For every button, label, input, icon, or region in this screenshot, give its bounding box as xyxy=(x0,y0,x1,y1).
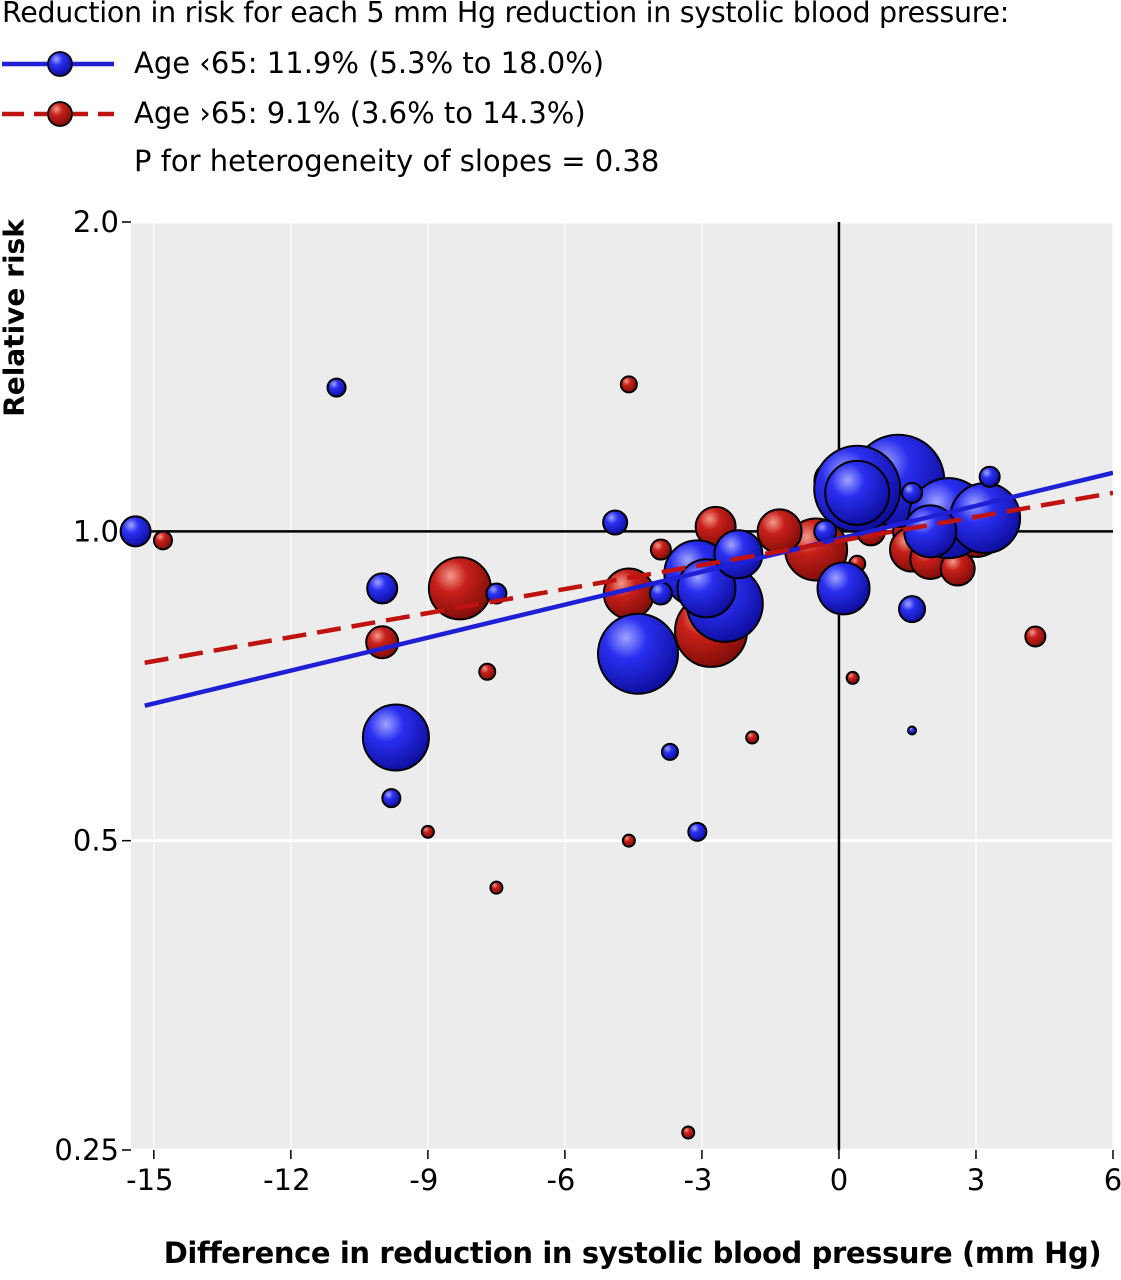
over65-point xyxy=(745,730,760,745)
over65-point xyxy=(621,833,636,848)
over65-point xyxy=(152,530,173,551)
legend-swatch-over65 xyxy=(2,101,114,127)
legend-label-under65: Age ‹65: 11.9% (5.3% to 18.0%) xyxy=(134,46,605,80)
under65-point xyxy=(713,529,764,580)
y-tick-label: 2.0 xyxy=(73,205,119,239)
over65-point xyxy=(681,1125,696,1140)
x-tick-label: -3 xyxy=(683,1163,712,1197)
y-tick-label: 0.25 xyxy=(54,1133,119,1167)
legend-title: Reduction in risk for each 5 mm Hg reduc… xyxy=(2,0,1010,29)
legend-label-over65: Age ›65: 9.1% (3.6% to 14.3%) xyxy=(134,96,586,130)
under65-point xyxy=(687,821,708,842)
under65-point xyxy=(119,515,152,548)
under65-fit-line xyxy=(144,470,1113,708)
under65-point xyxy=(648,581,673,606)
under65-point xyxy=(596,612,679,695)
x-tick-label: -12 xyxy=(263,1163,310,1197)
x-axis-label: Difference in reduction in systolic bloo… xyxy=(0,1236,1121,1270)
x-tick-label: -9 xyxy=(409,1163,438,1197)
legend: Reduction in risk for each 5 mm Hg reduc… xyxy=(0,0,1121,200)
over65-point xyxy=(845,670,860,685)
y-tick-label: 0.5 xyxy=(73,824,119,858)
y-axis-label: Relative risk xyxy=(0,219,31,417)
under65-point xyxy=(361,703,430,772)
x-axis-label-text: Difference in reduction in systolic bloo… xyxy=(163,1236,1102,1270)
over65-point xyxy=(420,824,435,839)
under65-point xyxy=(901,481,924,504)
x-tick-label: 6 xyxy=(1104,1163,1121,1197)
grid-lines xyxy=(131,220,1114,1152)
under65-point xyxy=(366,572,399,605)
legend-swatch-under65 xyxy=(2,51,114,77)
x-tick-label: -15 xyxy=(126,1163,173,1197)
under65-point xyxy=(978,465,1001,488)
under65-point xyxy=(602,509,629,536)
over65-point xyxy=(649,538,672,561)
x-tick-label: 0 xyxy=(830,1163,848,1197)
heterogeneity-note: P for heterogeneity of slopes = 0.38 xyxy=(134,144,660,178)
over65-point xyxy=(478,662,497,681)
over65-point xyxy=(619,375,638,394)
under65-point xyxy=(824,459,891,526)
over65-point xyxy=(756,508,803,555)
under65-point xyxy=(381,788,402,809)
under65-point xyxy=(326,377,347,398)
legend-item-over65: Age ›65: 9.1% (3.6% to 14.3%) xyxy=(0,92,900,136)
legend-item-under65: Age ‹65: 11.9% (5.3% to 18.0%) xyxy=(0,42,900,86)
x-tick-label: -6 xyxy=(546,1163,575,1197)
data-points xyxy=(119,375,1047,1140)
fit-lines xyxy=(144,470,1113,708)
over65-point xyxy=(1024,625,1047,648)
axis-ticks: -15 -12 -9 -6 -3 0 3 6 0.25 0.5 1.0 2.0 xyxy=(54,205,1121,1197)
over65-fit-line xyxy=(144,490,1113,665)
under65-point xyxy=(907,725,918,736)
over65-point xyxy=(489,880,504,895)
under65-point xyxy=(660,742,679,761)
y-tick-label: 1.0 xyxy=(73,514,119,548)
under65-point xyxy=(816,561,871,616)
x-tick-label: 3 xyxy=(967,1163,985,1197)
under65-point xyxy=(898,595,927,624)
